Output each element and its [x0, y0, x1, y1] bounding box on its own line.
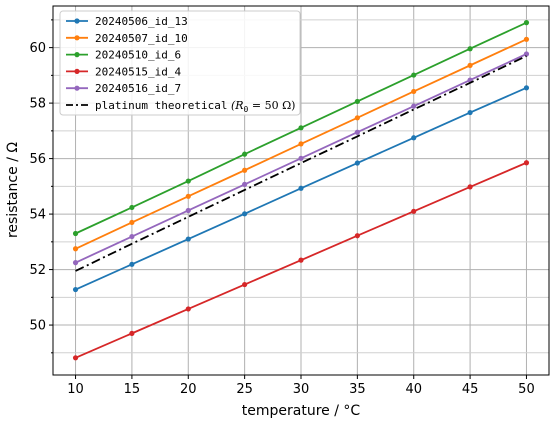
data-point: [185, 178, 191, 184]
data-point: [242, 181, 248, 187]
data-point: [354, 115, 360, 121]
data-point: [129, 330, 135, 336]
legend-label: 20240516_id_7: [95, 82, 181, 95]
y-tick-label: 56: [29, 152, 46, 167]
data-point: [72, 230, 79, 237]
x-tick-label: 15: [124, 382, 141, 397]
data-point: [298, 141, 304, 147]
y-tick-label: 58: [29, 97, 46, 112]
x-tick-label: 45: [462, 382, 479, 397]
data-point: [185, 193, 191, 199]
data-point: [242, 151, 248, 157]
data-point: [523, 36, 530, 42]
data-point: [411, 103, 417, 109]
data-point: [185, 306, 191, 312]
x-tick-label: 30: [293, 382, 310, 397]
data-point: [411, 208, 417, 214]
axis-ticks: 10 15 20 25 30 35 40 45 50 50 52 54 56 58 60: [29, 19, 535, 397]
data-point: [242, 167, 248, 173]
legend-label: 20240507_id_10: [95, 32, 188, 45]
data-point: [467, 109, 473, 116]
legend-label-text: 20240510_id_6: [95, 49, 181, 62]
x-tick-label: 25: [236, 382, 253, 397]
legend-marker: [74, 85, 80, 91]
data-point: [185, 236, 191, 242]
y-tick-label: 50: [29, 319, 46, 334]
data-point: [467, 184, 473, 190]
legend-label-text: platinum theoretical: [95, 99, 227, 112]
data-point: [72, 246, 79, 252]
data-point: [298, 185, 304, 191]
data-point: [523, 51, 530, 57]
legend-label-suffix: (R: [227, 99, 243, 112]
data-point: [129, 233, 135, 240]
x-tick-label: 10: [67, 382, 84, 397]
x-tick-label: 50: [518, 382, 535, 397]
data-point: [523, 85, 530, 91]
legend-label: 20240515_id_4: [95, 65, 181, 78]
data-point: [185, 207, 191, 214]
legend-label: 20240510_id_6: [95, 49, 181, 62]
legend-label-subscript: 0: [244, 105, 249, 114]
legend-marker: [74, 35, 80, 41]
data-point: [523, 160, 530, 166]
data-point: [354, 233, 360, 239]
legend-label-text: 20240506_id_13: [95, 15, 188, 28]
legend-label-text: 20240507_id_10: [95, 32, 188, 45]
data-point: [411, 88, 417, 95]
data-point: [129, 219, 135, 226]
y-tick-label: 60: [29, 41, 46, 56]
data-point: [72, 260, 79, 266]
y-tick-label: 52: [29, 263, 46, 278]
legend-marker: [74, 68, 80, 74]
data-point: [129, 204, 135, 211]
data-point: [467, 46, 473, 52]
legend-box: [59, 10, 301, 116]
legend-label: 20240506_id_13: [95, 15, 188, 28]
series-layer: [72, 20, 530, 361]
legend-label: platinum theoretical (R0 = 50 Ω): [95, 99, 295, 114]
data-point: [411, 135, 417, 141]
data-point: [72, 286, 79, 293]
data-point: [298, 257, 304, 263]
data-point: [523, 20, 530, 26]
data-point: [411, 72, 417, 78]
data-point: [354, 98, 360, 105]
data-point: [298, 125, 304, 131]
legend-label-text: 20240515_id_4: [95, 65, 181, 78]
x-tick-label: 35: [349, 382, 366, 397]
x-tick-label: 20: [180, 382, 197, 397]
data-point: [72, 355, 79, 361]
data-point: [129, 261, 135, 267]
data-point: [467, 62, 473, 68]
data-point: [242, 281, 248, 288]
data-point: [354, 160, 360, 166]
series-line: [75, 55, 527, 272]
x-axis-label: temperature / °C: [242, 403, 361, 419]
data-point: [354, 129, 360, 135]
legend: 20240506_id_13 20240507_id_10 20240510_id_…: [59, 10, 301, 116]
legend-marker: [74, 18, 80, 24]
legend-marker: [74, 52, 80, 58]
y-axis-label: resistance / Ω: [5, 142, 21, 238]
y-tick-label: 54: [29, 208, 46, 223]
legend-label-text: 20240516_id_7: [95, 82, 181, 95]
data-point: [298, 155, 304, 161]
x-tick-label: 40: [405, 382, 422, 397]
legend-label-tail: = 50 Ω): [248, 99, 295, 112]
data-point: [242, 211, 248, 217]
